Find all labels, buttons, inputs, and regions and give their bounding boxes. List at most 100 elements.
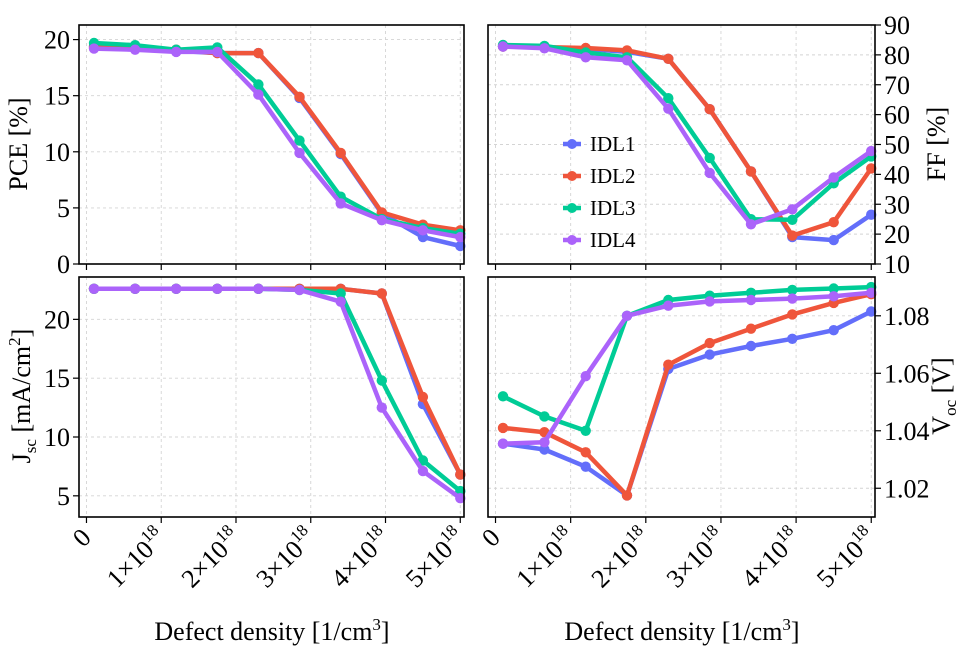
y-tick-label: 5 bbox=[57, 194, 70, 223]
plot-frame bbox=[487, 24, 876, 265]
y-tick-label: 10 bbox=[884, 250, 910, 279]
data-point-idl3 bbox=[663, 93, 674, 104]
legend-marker-idl1 bbox=[567, 139, 577, 149]
plot-frame bbox=[78, 24, 465, 265]
data-point-idl3 bbox=[787, 284, 798, 296]
data-point-idl4 bbox=[745, 294, 757, 306]
data-point-idl2 bbox=[294, 91, 305, 103]
y-tick-label: 0 bbox=[57, 250, 70, 279]
series-line-idl1 bbox=[500, 44, 874, 243]
data-point-idl2 bbox=[621, 490, 633, 501]
y-tick-label: 15 bbox=[44, 364, 70, 393]
legend-item-idl2: IDL2 bbox=[563, 164, 636, 188]
y-tick-label: 10 bbox=[44, 423, 70, 452]
legend-label-idl3: IDL3 bbox=[590, 196, 636, 220]
legend-marker-idl3 bbox=[567, 203, 577, 213]
y-tick-label: 60 bbox=[884, 101, 910, 130]
data-point-idl4 bbox=[129, 283, 141, 294]
plot-frame bbox=[78, 276, 465, 518]
data-point-idl4 bbox=[294, 147, 305, 159]
data-point-idl4 bbox=[497, 41, 509, 52]
data-point-idl4 bbox=[539, 43, 550, 54]
data-point-idl2 bbox=[497, 422, 509, 434]
data-point-idl3 bbox=[787, 214, 798, 225]
data-point-idl4 bbox=[828, 291, 839, 302]
data-point-idl4 bbox=[663, 300, 674, 311]
legend-marker-idl4 bbox=[567, 235, 577, 245]
data-point-idl2 bbox=[417, 391, 429, 403]
data-point-idl2 bbox=[745, 323, 757, 334]
data-point-idl4 bbox=[212, 46, 223, 58]
data-point-idl4 bbox=[704, 167, 715, 179]
data-point-idl2 bbox=[335, 147, 346, 159]
x-tick-label: 0 bbox=[67, 523, 97, 553]
data-point-idl4 bbox=[253, 283, 264, 294]
data-point-idl2 bbox=[787, 230, 798, 241]
data-point-idl2 bbox=[704, 337, 715, 349]
data-point-idl4 bbox=[704, 296, 715, 307]
data-point-idl1 bbox=[866, 209, 877, 220]
data-point-idl2 bbox=[455, 469, 466, 480]
y-tick-label: 40 bbox=[884, 160, 910, 189]
data-point-idl4 bbox=[171, 283, 182, 294]
data-point-idl3 bbox=[497, 391, 509, 402]
y-tick-label: 1.08 bbox=[884, 302, 930, 331]
data-point-idl4 bbox=[335, 296, 346, 307]
data-point-idl2 bbox=[704, 104, 715, 115]
legend-item-idl1: IDL1 bbox=[563, 132, 636, 156]
legend-item-idl3: IDL3 bbox=[563, 196, 636, 220]
ylabel-jsc: Jsc [mA/cm2] bbox=[5, 329, 40, 464]
data-point-idl1 bbox=[866, 306, 877, 317]
data-point-idl1 bbox=[787, 333, 798, 344]
x-tick-label: 2×1018 bbox=[583, 521, 656, 594]
x-tick-label: 3×1018 bbox=[659, 521, 732, 594]
data-point-idl4 bbox=[376, 402, 387, 413]
data-point-idl4 bbox=[828, 172, 839, 183]
data-point-idl4 bbox=[212, 283, 223, 294]
x-tick-label: 4×1018 bbox=[323, 521, 396, 594]
x-tick-label: 4×1018 bbox=[734, 521, 807, 594]
y-tick-label: 1.06 bbox=[884, 359, 930, 388]
series-line-idl3 bbox=[500, 42, 874, 223]
data-point-idl4 bbox=[417, 465, 429, 477]
plot-frame bbox=[487, 276, 876, 518]
y-tick-label: 30 bbox=[884, 190, 910, 219]
data-point-idl3 bbox=[335, 288, 346, 299]
data-point-idl4 bbox=[787, 204, 798, 215]
ylabel-ff: FF [%] bbox=[922, 107, 951, 181]
data-point-idl4 bbox=[455, 493, 466, 504]
data-point-idl4 bbox=[663, 103, 674, 114]
data-point-idl4 bbox=[580, 52, 591, 63]
data-point-idl4 bbox=[171, 46, 182, 58]
data-point-idl4 bbox=[455, 231, 466, 243]
y-tick-label: 80 bbox=[884, 41, 910, 70]
series-line-idl2 bbox=[500, 291, 874, 498]
x-tick-label: 5×1018 bbox=[398, 521, 471, 594]
y-tick-label: 5 bbox=[57, 482, 70, 511]
legend-label-idl2: IDL2 bbox=[590, 164, 636, 188]
data-point-idl2 bbox=[745, 166, 757, 177]
data-point-idl2 bbox=[787, 309, 798, 320]
data-point-idl4 bbox=[294, 284, 305, 296]
series-line-idl1 bbox=[500, 309, 874, 498]
data-point-idl4 bbox=[376, 215, 387, 226]
x-tick-label: 5×1018 bbox=[809, 521, 882, 594]
data-point-idl4 bbox=[580, 371, 591, 382]
y-tick-label: 50 bbox=[884, 131, 910, 160]
data-point-idl2 bbox=[663, 359, 674, 370]
y-tick-label: 70 bbox=[884, 71, 910, 100]
data-point-idl4 bbox=[253, 89, 264, 100]
data-point-idl1 bbox=[828, 234, 839, 246]
series-line-idl2 bbox=[91, 45, 463, 233]
data-point-idl2 bbox=[580, 447, 591, 458]
data-point-idl4 bbox=[88, 283, 100, 294]
data-point-idl4 bbox=[417, 225, 429, 236]
x-tick-label: 1×1018 bbox=[508, 521, 581, 594]
data-point-idl1 bbox=[828, 325, 839, 336]
data-point-idl4 bbox=[866, 145, 877, 157]
series-line-idl4 bbox=[500, 290, 874, 446]
data-point-idl3 bbox=[253, 79, 264, 90]
x-tick-label: 2×1018 bbox=[174, 521, 247, 594]
